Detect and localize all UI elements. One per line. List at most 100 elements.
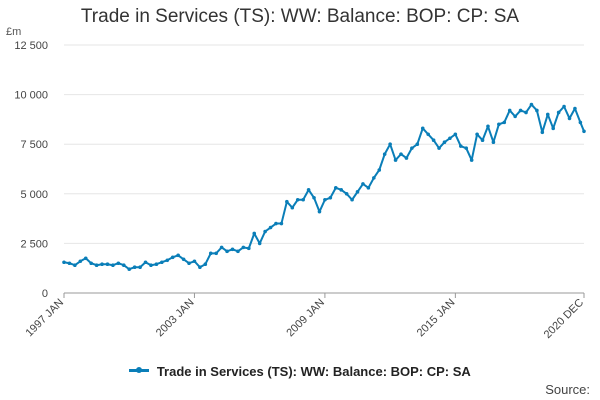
data-point[interactable]: [203, 262, 208, 267]
data-point[interactable]: [361, 182, 365, 186]
data-point[interactable]: [524, 110, 528, 115]
data-point[interactable]: [67, 261, 72, 266]
data-point[interactable]: [121, 263, 126, 268]
data-point[interactable]: [399, 152, 403, 156]
data-point[interactable]: [431, 138, 436, 143]
data-point[interactable]: [545, 112, 550, 117]
data-point[interactable]: [567, 116, 572, 121]
data-point[interactable]: [268, 225, 273, 230]
data-point[interactable]: [333, 186, 338, 190]
chart-legend[interactable]: Trade in Services (TS): WW: Balance: BOP…: [0, 364, 600, 379]
data-point[interactable]: [290, 205, 295, 210]
data-point[interactable]: [165, 258, 170, 263]
data-point[interactable]: [404, 156, 409, 160]
data-point[interactable]: [187, 261, 191, 266]
data-point[interactable]: [535, 108, 539, 113]
data-point[interactable]: [491, 140, 496, 145]
data-point[interactable]: [415, 142, 420, 146]
data-point[interactable]: [73, 263, 77, 268]
data-point[interactable]: [312, 195, 316, 200]
data-point[interactable]: [295, 197, 300, 202]
data-point[interactable]: [377, 168, 382, 172]
data-point[interactable]: [170, 255, 175, 260]
data-point[interactable]: [181, 257, 186, 262]
data-point[interactable]: [507, 108, 512, 113]
legend-swatch: [129, 367, 150, 374]
data-point[interactable]: [513, 114, 517, 119]
data-point[interactable]: [453, 132, 458, 137]
data-point[interactable]: [100, 262, 104, 267]
data-point[interactable]: [83, 256, 88, 261]
data-point[interactable]: [502, 120, 507, 125]
data-point[interactable]: [339, 188, 344, 192]
data-point[interactable]: [263, 229, 267, 234]
data-point[interactable]: [480, 138, 485, 143]
data-point[interactable]: [458, 144, 463, 148]
data-point[interactable]: [94, 263, 99, 268]
data-point[interactable]: [252, 231, 257, 236]
data-point[interactable]: [578, 120, 583, 125]
data-point[interactable]: [138, 265, 142, 270]
data-point[interactable]: [230, 247, 235, 252]
data-point[interactable]: [154, 262, 159, 267]
data-point[interactable]: [573, 106, 577, 111]
data-point[interactable]: [111, 263, 115, 268]
source-label[interactable]: Source:: [545, 382, 590, 397]
data-point[interactable]: [372, 176, 376, 180]
data-point[interactable]: [89, 261, 93, 266]
data-point[interactable]: [116, 261, 121, 266]
data-point[interactable]: [393, 158, 398, 162]
data-point[interactable]: [497, 122, 501, 127]
data-point[interactable]: [241, 245, 246, 250]
data-point[interactable]: [279, 221, 284, 226]
data-point[interactable]: [582, 129, 586, 134]
data-point[interactable]: [301, 197, 305, 202]
data-point[interactable]: [214, 251, 218, 256]
data-point[interactable]: [355, 190, 360, 194]
data-point[interactable]: [420, 126, 425, 131]
data-point[interactable]: [410, 146, 414, 150]
data-point[interactable]: [192, 259, 197, 264]
data-point[interactable]: [62, 260, 66, 265]
data-point[interactable]: [540, 130, 545, 135]
data-point[interactable]: [274, 221, 278, 226]
data-point[interactable]: [442, 140, 447, 145]
data-point[interactable]: [208, 251, 213, 256]
data-point[interactable]: [236, 249, 240, 254]
data-point[interactable]: [127, 267, 132, 271]
data-point[interactable]: [160, 260, 164, 265]
data-point[interactable]: [562, 104, 566, 109]
data-point[interactable]: [257, 241, 262, 246]
data-point[interactable]: [247, 246, 251, 251]
data-point[interactable]: [306, 188, 311, 192]
data-point[interactable]: [437, 146, 441, 150]
data-point[interactable]: [176, 253, 180, 258]
data-point[interactable]: [556, 110, 561, 115]
data-point[interactable]: [219, 245, 224, 250]
data-point[interactable]: [323, 197, 327, 202]
data-point[interactable]: [518, 108, 523, 113]
data-point[interactable]: [486, 124, 490, 129]
data-point[interactable]: [529, 102, 534, 107]
data-point[interactable]: [78, 259, 83, 264]
data-point[interactable]: [366, 186, 371, 190]
data-point[interactable]: [464, 146, 469, 150]
data-point[interactable]: [285, 199, 289, 204]
data-point[interactable]: [143, 260, 148, 265]
data-point[interactable]: [225, 249, 229, 254]
data-point[interactable]: [149, 263, 153, 268]
data-point[interactable]: [198, 265, 202, 270]
data-point[interactable]: [132, 265, 137, 270]
data-point[interactable]: [469, 158, 474, 162]
data-point[interactable]: [426, 132, 430, 137]
data-point[interactable]: [344, 192, 349, 196]
data-point[interactable]: [350, 197, 354, 202]
data-point[interactable]: [317, 209, 322, 214]
data-point[interactable]: [475, 132, 479, 137]
data-point[interactable]: [382, 152, 387, 156]
data-point[interactable]: [448, 136, 452, 141]
data-point[interactable]: [551, 126, 555, 131]
data-point[interactable]: [328, 195, 333, 200]
data-point[interactable]: [388, 142, 392, 146]
data-point[interactable]: [105, 262, 110, 267]
